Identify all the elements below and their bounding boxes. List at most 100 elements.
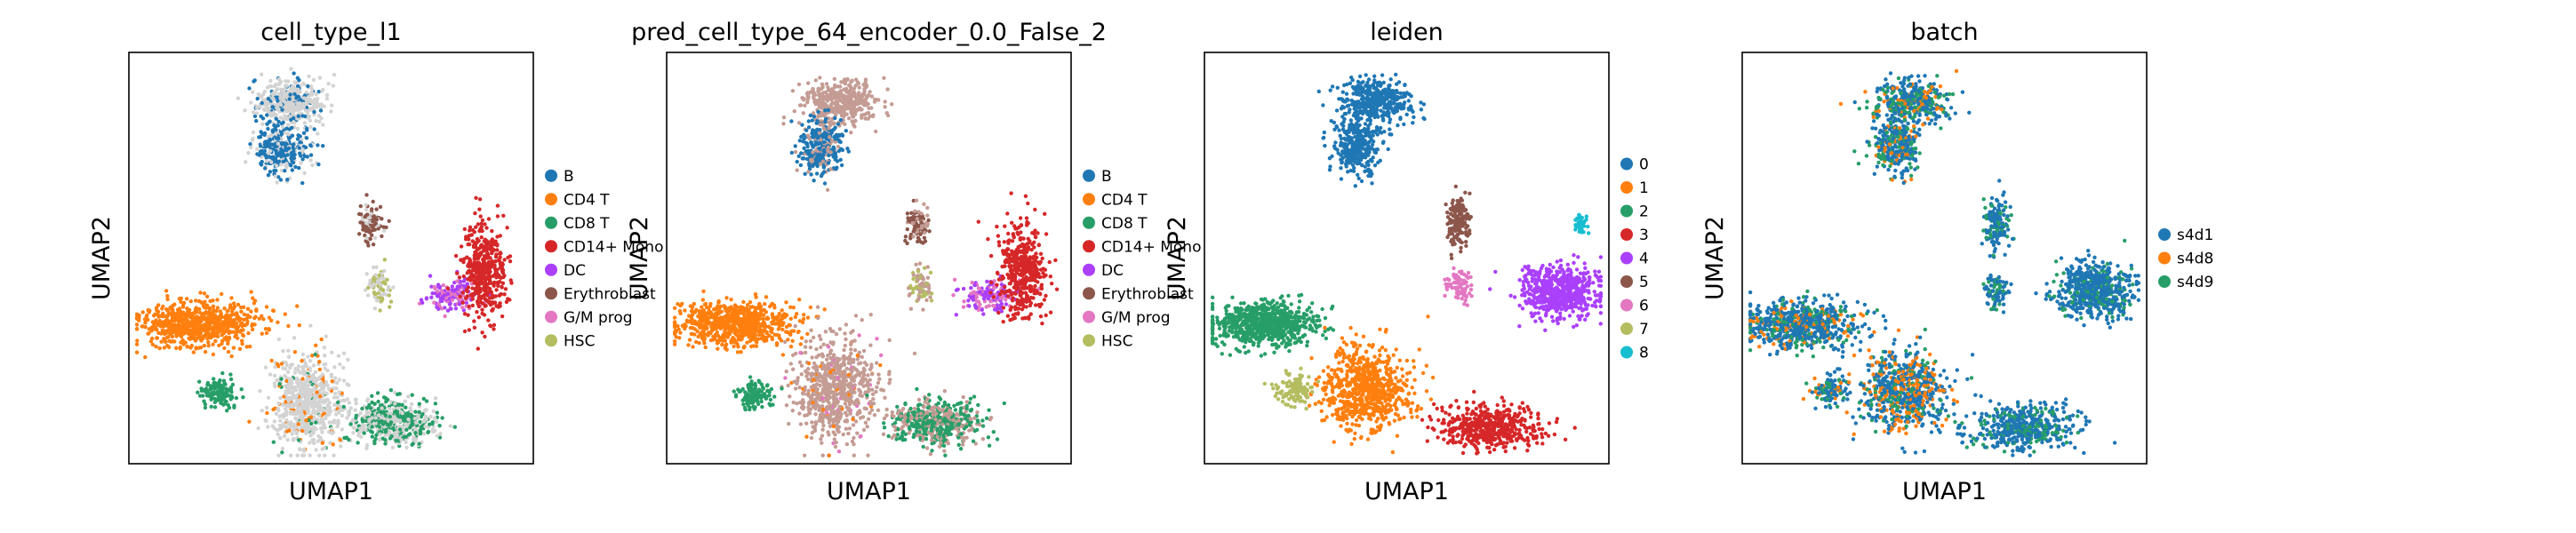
data-point <box>922 202 926 206</box>
data-point <box>155 312 159 316</box>
data-point <box>861 83 866 87</box>
data-point <box>967 304 972 308</box>
data-point <box>370 430 375 434</box>
data-point <box>1020 307 1025 312</box>
data-point <box>377 437 382 442</box>
data-point <box>866 101 870 107</box>
data-point <box>821 126 826 131</box>
data-point <box>843 102 847 107</box>
data-point <box>248 314 252 319</box>
data-point <box>288 92 292 97</box>
data-point <box>470 303 475 308</box>
data-point <box>308 415 314 419</box>
data-point <box>325 404 330 409</box>
data-point <box>417 442 421 446</box>
data-point <box>797 139 802 143</box>
data-point <box>374 217 379 222</box>
data-point <box>388 410 393 416</box>
data-point <box>917 261 923 266</box>
data-point <box>492 322 497 327</box>
data-point <box>149 329 154 333</box>
data-point <box>484 293 490 298</box>
data-point <box>430 429 435 434</box>
data-point <box>822 181 828 186</box>
data-point <box>245 306 251 311</box>
data-point <box>287 127 292 131</box>
data-point <box>492 327 496 331</box>
data-point <box>866 116 870 121</box>
data-point <box>372 291 377 297</box>
data-point <box>174 346 179 350</box>
data-point <box>1002 240 1007 244</box>
data-point <box>925 265 931 269</box>
data-point <box>849 80 853 84</box>
data-point <box>467 304 471 309</box>
data-point <box>1040 256 1044 261</box>
data-point <box>134 327 140 331</box>
data-point <box>195 314 200 319</box>
data-point <box>360 218 365 222</box>
data-point <box>812 91 816 96</box>
data-point <box>301 447 307 452</box>
data-point <box>196 390 200 394</box>
data-point <box>324 92 330 98</box>
data-point <box>371 219 375 224</box>
data-point <box>480 311 484 316</box>
data-point <box>465 235 469 240</box>
data-point <box>923 230 927 235</box>
data-point <box>440 416 444 420</box>
data-point <box>276 119 281 124</box>
data-point <box>275 152 279 157</box>
data-point <box>143 324 148 330</box>
data-point <box>258 149 263 155</box>
data-point <box>201 324 205 329</box>
data-point <box>424 408 428 412</box>
data-point <box>364 221 370 226</box>
data-point <box>816 113 820 117</box>
data-point <box>317 409 322 413</box>
data-point <box>370 207 374 211</box>
data-point <box>1010 267 1014 272</box>
data-point <box>843 81 847 86</box>
data-point <box>922 266 927 270</box>
data-point <box>806 81 811 85</box>
data-point <box>198 310 203 315</box>
data-point <box>364 442 370 448</box>
data-point <box>828 103 834 107</box>
data-point <box>143 354 148 360</box>
data-point <box>171 314 175 320</box>
data-point <box>262 148 268 154</box>
data-point <box>330 379 334 384</box>
data-point <box>273 365 277 370</box>
data-point <box>1006 231 1011 236</box>
data-point <box>377 425 382 429</box>
legend-marker <box>545 263 557 276</box>
data-point <box>921 275 925 281</box>
data-point <box>239 305 244 310</box>
data-point <box>215 327 220 331</box>
data-point <box>833 152 837 156</box>
data-point <box>203 402 208 407</box>
data-point <box>821 104 827 108</box>
data-point <box>300 180 305 186</box>
data-point <box>493 269 499 274</box>
data-point <box>278 102 284 107</box>
data-point <box>811 163 815 168</box>
data-point <box>391 285 396 290</box>
data-point <box>356 441 360 445</box>
data-point <box>468 293 474 298</box>
data-point <box>1042 274 1046 279</box>
data-point <box>806 92 811 97</box>
data-point <box>1026 201 1030 206</box>
data-point <box>432 300 436 305</box>
data-point <box>821 139 827 145</box>
data-point <box>140 324 144 329</box>
data-point <box>417 410 421 414</box>
data-point <box>314 105 319 109</box>
data-point <box>372 439 377 443</box>
data-point <box>436 290 440 294</box>
legend-label: CD8 T <box>564 215 610 233</box>
data-point <box>336 400 340 405</box>
data-point <box>185 297 189 301</box>
data-point <box>278 115 283 120</box>
